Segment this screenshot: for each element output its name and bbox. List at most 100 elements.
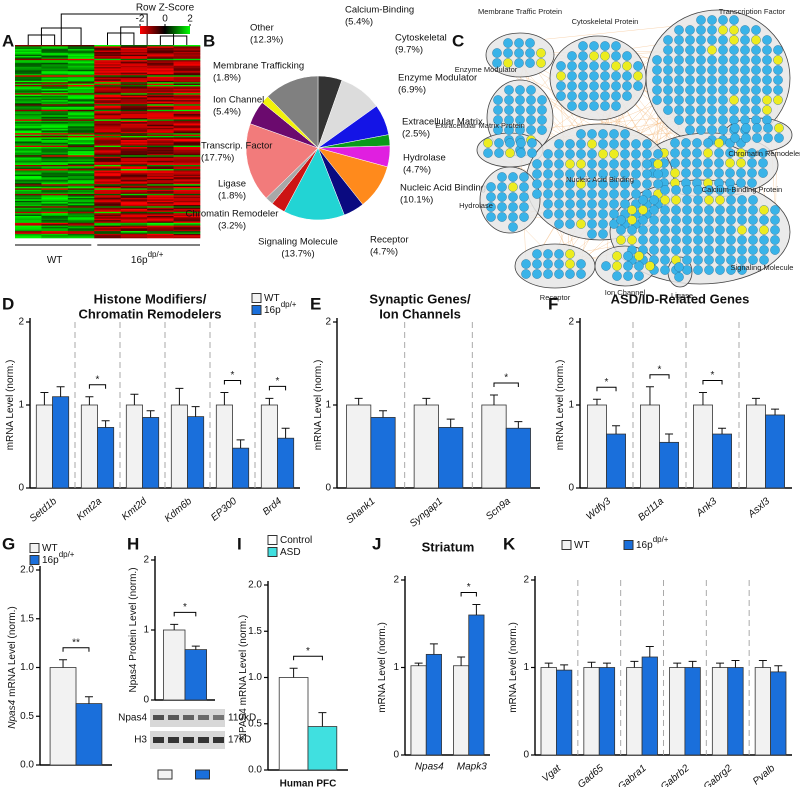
heatmap-cell: [173, 211, 201, 214]
heatmap-cell: [67, 145, 95, 148]
heatmap-cell: [173, 153, 201, 156]
heatmap-cell: [173, 78, 201, 80]
gene-node: [715, 205, 725, 215]
gene-node: [536, 58, 546, 68]
gene-node: [653, 159, 663, 169]
heatmap-cell: [120, 184, 148, 186]
gene-node: [525, 58, 535, 68]
heatmap-cell: [173, 231, 201, 233]
heatmap-cell: [15, 102, 42, 105]
heatmap-cell: [173, 80, 201, 83]
heatmap-cell: [41, 166, 69, 168]
gene-node: [693, 195, 703, 205]
heatmap-cell: [41, 153, 69, 156]
heatmap-cell: [94, 196, 122, 199]
gene-node: [685, 115, 695, 125]
heatmap-cell: [147, 62, 174, 65]
error-bar: [587, 661, 596, 668]
heatmap-cell: [173, 148, 201, 151]
y-tick-label: 1: [393, 662, 399, 673]
gene-node: [692, 148, 702, 158]
gene-node: [515, 105, 525, 115]
heatmap-cell: [173, 156, 201, 159]
gene-node: [674, 85, 684, 95]
gene-node: [598, 169, 608, 179]
heatmap-cell: [120, 79, 148, 82]
heatmap-cell: [67, 149, 95, 152]
bar: [162, 629, 186, 701]
heatmap-cell: [147, 102, 174, 105]
gene-node: [598, 219, 608, 229]
error-bar: [191, 645, 200, 650]
heatmap-cell: [173, 193, 201, 196]
heatmap-cell: [15, 53, 42, 55]
legend-label-main: WT: [42, 543, 58, 554]
heatmap-cell: [41, 69, 69, 72]
heatmap-cell: [15, 178, 42, 181]
heatmap-cell: [94, 71, 122, 73]
heatmap-cell: [67, 151, 95, 153]
gene-node: [729, 55, 739, 65]
gene-node: [631, 189, 641, 199]
bar: [410, 665, 427, 756]
heatmap-cell: [173, 221, 201, 224]
heatmap-cell: [94, 127, 122, 130]
heatmap-cell: [15, 155, 42, 157]
heatmap-cell: [67, 142, 95, 145]
heatmap-cell: [67, 178, 95, 181]
heatmap-cell: [67, 58, 95, 61]
heatmap-cell: [120, 163, 148, 166]
gene-node: [503, 38, 513, 48]
heatmap-cell: [94, 45, 122, 47]
heatmap-cell: [120, 147, 148, 149]
gene-node: [611, 41, 621, 51]
gene-node: [773, 85, 783, 95]
heatmap-cell: [15, 129, 42, 131]
heatmap-cell: [41, 68, 69, 71]
chart-title: Ion Channels: [379, 306, 461, 321]
heatmap-cell: [67, 155, 95, 157]
heatmap-cell: [41, 158, 69, 160]
heatmap-cell: [15, 140, 42, 142]
heatmap-cell: [120, 107, 148, 109]
heatmap-cell: [41, 149, 69, 152]
heatmap-cell: [41, 135, 69, 138]
heatmap-cell: [120, 58, 148, 61]
heatmap-cell: [67, 159, 95, 162]
gene-node: [729, 105, 739, 115]
gene-node: [707, 65, 717, 75]
heatmap-cell: [173, 45, 201, 47]
gene-node: [747, 158, 757, 168]
heatmap-cell: [173, 49, 201, 51]
gene-node: [587, 189, 597, 199]
heatmap-cell: [147, 60, 174, 62]
heatmap-cell: [15, 185, 42, 188]
error-bar: [84, 696, 93, 704]
heatmap-cell: [173, 83, 201, 86]
heatmap-cell: [67, 130, 95, 133]
y-tick-label: 0: [568, 483, 574, 494]
heatmap-cell: [120, 67, 148, 69]
heatmap-cell: [147, 226, 174, 229]
heatmap-cell: [94, 192, 122, 195]
heatmap-cell: [41, 193, 69, 196]
gene-node: [589, 51, 599, 61]
gene-node: [600, 51, 610, 61]
heatmap-cell: [94, 144, 122, 146]
gene-node: [704, 195, 714, 205]
x-axis-label: Human PFC: [280, 779, 337, 787]
significance-label: *: [183, 602, 187, 613]
significance-label: *: [605, 377, 609, 388]
gene-node: [589, 41, 599, 51]
heatmap-cell: [41, 71, 69, 73]
gene-node: [652, 95, 662, 105]
heatmap-cell: [67, 102, 95, 105]
gene-node: [587, 169, 597, 179]
heatmap-cell: [120, 203, 148, 206]
heatmap-cell: [147, 45, 174, 47]
heatmap-cell: [41, 151, 69, 153]
group-label: Hydrolase: [459, 201, 493, 210]
pie-label: Ion Channel: [213, 95, 264, 106]
pie-label: Nucleic Acid Binding: [400, 183, 486, 194]
bar: [556, 669, 573, 756]
